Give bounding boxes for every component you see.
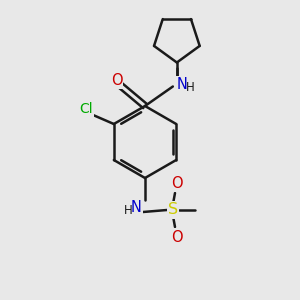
Text: H: H (124, 205, 132, 218)
Text: N: N (176, 77, 187, 92)
Text: O: O (171, 176, 183, 190)
Text: O: O (111, 73, 122, 88)
Text: S: S (168, 202, 178, 217)
Text: N: N (130, 200, 141, 215)
Text: Cl: Cl (80, 102, 93, 116)
Text: H: H (185, 81, 194, 94)
Text: O: O (171, 230, 183, 244)
